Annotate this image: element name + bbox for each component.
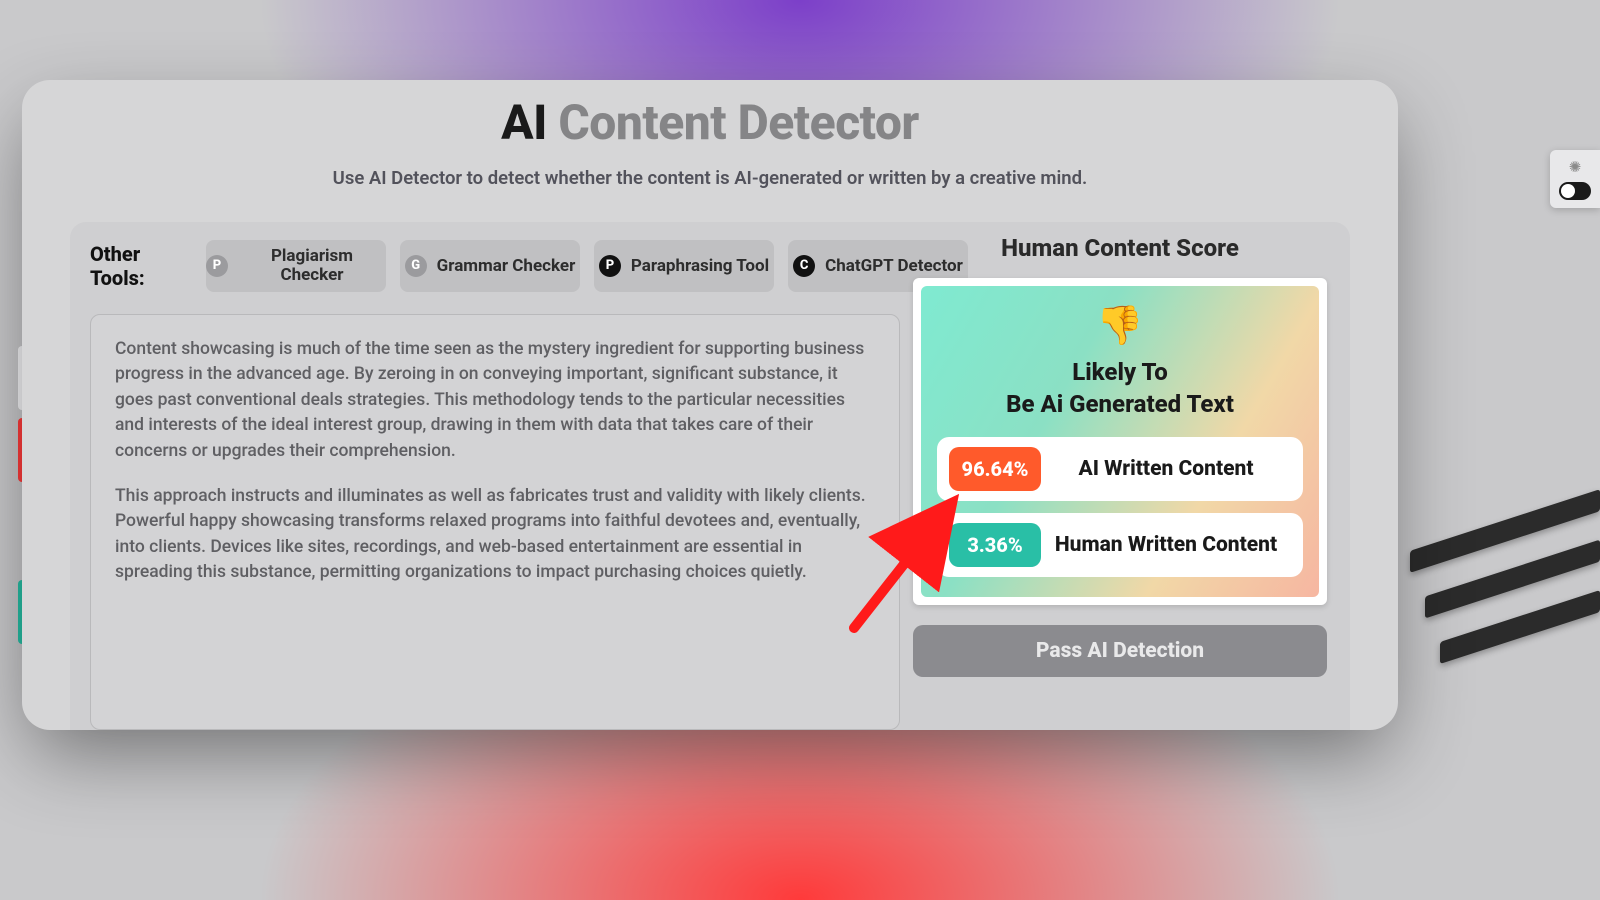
verdict-line: Be Ai Generated Text <box>937 388 1303 420</box>
metric-label: AI Written Content <box>1041 457 1291 481</box>
metric-percent: 3.36% <box>949 523 1041 567</box>
tool-icon: P <box>599 255 621 277</box>
tools-label-line: Other <box>90 242 182 266</box>
page-title: AI Content Detector <box>70 94 1350 151</box>
page-title-rest: Content Detector <box>558 94 918 151</box>
content-textarea[interactable]: Content showcasing is much of the time s… <box>90 314 900 730</box>
tool-plagiarism-checker[interactable]: P Plagiarism Checker <box>206 240 386 292</box>
tools-label-line: Tools: <box>90 266 182 290</box>
thumbs-down-icon: 👎 <box>937 304 1303 348</box>
metric-human-written: 3.36% Human Written Content <box>937 513 1303 577</box>
tool-grammar-checker[interactable]: G Grammar Checker <box>400 240 580 292</box>
tool-paraphrasing[interactable]: P Paraphrasing Tool <box>594 240 774 292</box>
tool-icon: P <box>206 255 228 277</box>
theme-toggle-panel: ✺ <box>1550 150 1600 208</box>
tool-icon: G <box>405 255 427 277</box>
metric-ai-written: 96.64% AI Written Content <box>937 437 1303 501</box>
tool-label: Paraphrasing Tool <box>631 257 769 276</box>
score-column: Human Content Score 👎 Likely To Be Ai Ge… <box>910 222 1330 677</box>
sun-icon: ✺ <box>1569 158 1582 176</box>
score-card: 👎 Likely To Be Ai Generated Text 96.64% … <box>921 286 1319 597</box>
verdict-text: Likely To Be Ai Generated Text <box>937 356 1303 421</box>
verdict-line: Likely To <box>937 356 1303 388</box>
tool-label: Plagiarism Checker <box>238 247 386 284</box>
page-title-strong: AI <box>501 94 547 151</box>
metric-percent: 96.64% <box>949 447 1041 491</box>
app-card: AI Content Detector Use AI Detector to d… <box>22 80 1398 730</box>
tool-label: Grammar Checker <box>437 257 576 276</box>
editor-paragraph: This approach instructs and illuminates … <box>115 484 875 586</box>
dark-mode-toggle[interactable] <box>1559 182 1591 200</box>
tool-icon: C <box>793 255 815 277</box>
editor-paragraph: Content showcasing is much of the time s… <box>115 337 875 464</box>
content-panel: Other Tools: P Plagiarism Checker G Gram… <box>70 222 1350 730</box>
tools-label: Other Tools: <box>90 242 182 290</box>
pass-ai-detection-button[interactable]: Pass AI Detection <box>913 625 1327 677</box>
score-card-outer: 👎 Likely To Be Ai Generated Text 96.64% … <box>913 278 1327 605</box>
page-subtitle: Use AI Detector to detect whether the co… <box>70 167 1350 189</box>
metric-label: Human Written Content <box>1041 533 1291 557</box>
score-heading: Human Content Score <box>1001 234 1239 262</box>
